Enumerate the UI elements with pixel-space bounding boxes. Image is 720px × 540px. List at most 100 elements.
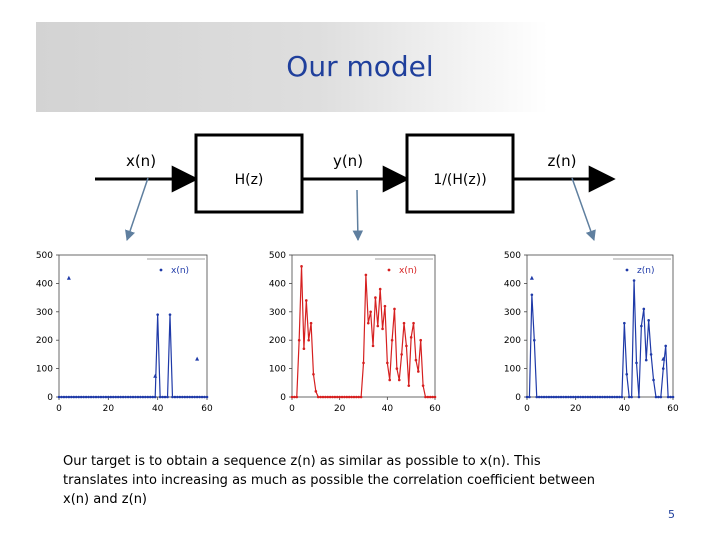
plot-3-point xyxy=(533,338,536,342)
title-band xyxy=(36,22,548,112)
x-signal-label: x(n) xyxy=(126,152,156,170)
plot-1-point xyxy=(72,395,76,399)
plot-2-frame xyxy=(291,254,436,398)
plot-1-point xyxy=(151,395,155,399)
plot-1-point xyxy=(193,395,196,399)
plot-1-point xyxy=(107,395,110,399)
caption-text: Our target is to obtain a sequence z(n) … xyxy=(63,454,596,507)
plot-2-point xyxy=(378,287,382,291)
plot-3-point xyxy=(606,395,609,399)
plot-2-point xyxy=(355,395,358,399)
plot-1-point xyxy=(62,395,66,399)
plot-2-series-line xyxy=(292,266,435,398)
plot-1-point xyxy=(67,395,71,399)
plot-3-xtick-label: 0 xyxy=(524,404,530,414)
plot-3-point xyxy=(552,395,556,399)
plot-3-point xyxy=(635,361,638,365)
plot-2-xtick-label: 40 xyxy=(382,404,394,414)
plot-2-point xyxy=(383,304,387,308)
plot-1-ytick-label: 400 xyxy=(36,279,53,289)
plot-2-point xyxy=(397,378,401,382)
plot-3-point xyxy=(640,324,643,328)
plot-2-xtick-label: 60 xyxy=(429,404,441,414)
plot-3-point xyxy=(627,395,631,399)
plot-2-point xyxy=(366,321,370,325)
plot-3-point xyxy=(571,395,575,399)
plot-1-frame xyxy=(58,254,208,398)
plot-1-point xyxy=(198,395,201,399)
plot-3-point xyxy=(562,395,565,399)
plot-1-point xyxy=(185,395,189,399)
plot-1-point xyxy=(116,395,120,399)
plot-3-marker xyxy=(529,275,534,280)
plot-2-point xyxy=(309,321,313,325)
plot-3-ytick-label: 400 xyxy=(504,279,521,289)
plot-1-xtick-label: 60 xyxy=(201,404,213,414)
plot-2-point xyxy=(364,273,368,277)
plot-2-point xyxy=(321,395,325,399)
plot-3-point xyxy=(535,395,539,399)
plot-2-point xyxy=(390,338,394,342)
plot-2-point xyxy=(386,361,389,365)
plot-3-point xyxy=(618,395,621,399)
plot-1-point xyxy=(92,395,95,399)
plot-3-legend-label: z(n) xyxy=(637,266,654,276)
plot-2-point xyxy=(409,336,413,339)
plot-1-point xyxy=(178,395,182,399)
plot-2-point xyxy=(293,395,296,399)
plot-1-point xyxy=(183,395,187,399)
plot-1-point xyxy=(74,395,78,399)
plot-3-xtick-label: 60 xyxy=(667,404,679,414)
plot-1-point xyxy=(134,395,137,399)
plot-3-point xyxy=(574,395,577,399)
plot-3-point xyxy=(540,395,543,399)
plot-1-point xyxy=(109,395,113,399)
plot-1-point xyxy=(111,395,115,399)
plot-2-point xyxy=(347,395,351,399)
plot-2-point xyxy=(343,395,346,399)
plot-2-point xyxy=(295,395,299,399)
plot-3-point xyxy=(644,358,648,362)
z-pointer-arrow xyxy=(571,177,596,241)
plot-2-ytick-label: 400 xyxy=(269,279,286,289)
plot-1-point xyxy=(136,395,140,399)
plot-3-point xyxy=(613,395,616,399)
plot-3-point xyxy=(608,395,612,399)
plot-2-point xyxy=(350,395,353,399)
plot-3-ytick-label: 500 xyxy=(504,251,521,261)
plot-2-point xyxy=(400,353,403,356)
plot-3-point xyxy=(525,395,529,399)
plot-1-point xyxy=(163,395,167,399)
plot-2-point xyxy=(417,370,420,373)
plot-1-point xyxy=(181,395,184,399)
plot-3-series-line xyxy=(527,280,673,398)
plot-3-point xyxy=(537,395,541,399)
plot-1-point xyxy=(99,395,103,399)
x-pointer-arrow xyxy=(125,177,149,241)
plot-2-point xyxy=(376,324,380,328)
plot-3-ytick-label: 0 xyxy=(515,393,521,403)
plot-2-ytick-label: 0 xyxy=(280,393,286,403)
plot-3-xtick-label: 20 xyxy=(570,404,582,414)
plot-3-point xyxy=(669,395,672,399)
plot-3-point xyxy=(545,395,548,399)
plot-1-ytick-label: 500 xyxy=(36,251,53,261)
plot-2-xtick-label: 0 xyxy=(289,404,295,414)
plot-3-ytick-label: 200 xyxy=(504,336,521,346)
plot-2-point xyxy=(359,395,363,399)
slide-title: Our model xyxy=(286,50,434,83)
plot-3-point xyxy=(569,395,573,399)
plot-1-point xyxy=(129,395,132,399)
plot-2-ytick-label: 100 xyxy=(269,365,286,375)
plot-2-point xyxy=(357,395,361,399)
plot-2-point xyxy=(302,347,306,351)
plot-2-point xyxy=(316,395,320,399)
plot-3-point xyxy=(647,319,650,322)
plot-1-marker xyxy=(153,373,158,378)
plot-2-point xyxy=(433,395,437,399)
plot-1-point xyxy=(104,395,108,399)
plot-3-point xyxy=(603,395,607,399)
plot-3-point xyxy=(550,395,553,399)
plot-1-legend-swatch xyxy=(159,268,163,272)
plot-1-xtick-label: 0 xyxy=(56,404,62,414)
